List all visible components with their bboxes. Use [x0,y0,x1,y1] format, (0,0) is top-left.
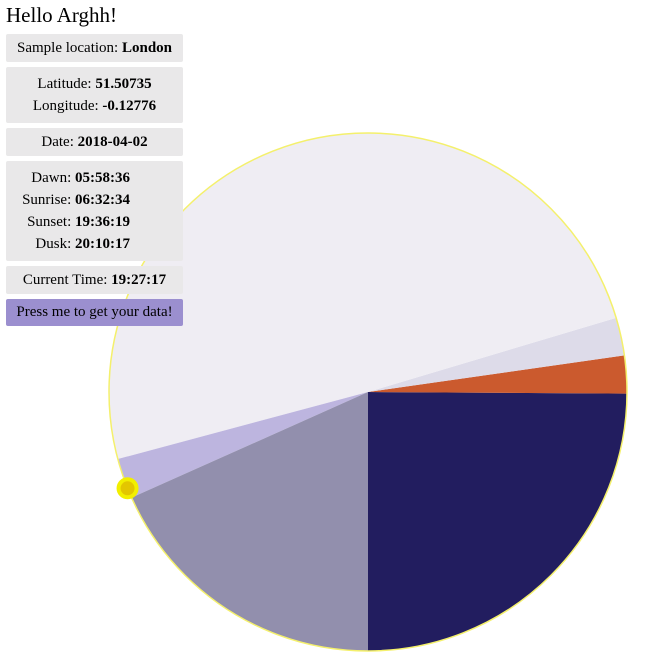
sunset-value: 19:36:19 [75,214,130,230]
clock-segment-5 [131,392,368,651]
longitude-label: Longitude: [32,98,99,114]
get-data-button[interactable]: Press me to get your data! [6,299,183,326]
clock-segment-2 [368,317,625,392]
location-value: London [121,40,173,56]
dusk-value: 20:10:17 [75,236,130,252]
location-panel: Sample location: London [6,34,183,62]
date-panel: Date: 2018-04-02 [6,128,183,156]
latitude-value: 51.50735 [95,76,152,92]
clock-segment-1 [368,355,627,394]
greeting-heading: Hello Arghh! [6,3,118,27]
current-time-value: 19:27:17 [111,272,167,288]
sunrise-label: Sunrise: [22,192,72,208]
dusk-label: Dusk: [35,236,72,252]
dawn-value: 05:58:36 [75,170,130,186]
sunrise-value: 06:32:34 [75,192,130,208]
dawn-label: Dawn: [31,170,72,186]
latitude-label: Latitude: [37,76,92,92]
day-segments [109,133,627,651]
date-value: 2018-04-02 [77,134,148,150]
clock-segment-0 [368,392,627,651]
sun-times-panel: Dawn: 05:58:36 Sunrise: 06:32:34 Sunset:… [6,161,183,261]
coordinates-panel: Latitude: 51.50735 Longitude: -0.12776 [6,67,183,123]
date-label: Date: [41,134,74,150]
clock-rim [108,132,628,652]
current-time-marker [116,477,139,500]
longitude-value: -0.12776 [102,98,157,114]
sunset-label: Sunset: [27,214,72,230]
current-time-panel: Current Time: 19:27:17 [6,266,183,294]
location-label: Sample location: [16,40,119,56]
clock-segment-3 [109,133,617,460]
clock-segment-4 [117,392,368,498]
current-time-label: Current Time: [22,272,108,288]
